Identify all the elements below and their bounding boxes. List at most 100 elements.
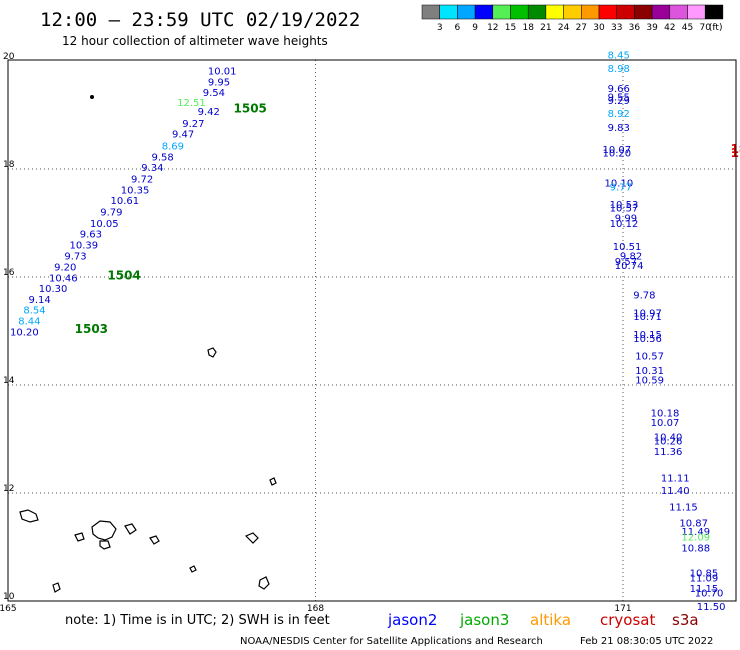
- legend-label: 42: [664, 23, 675, 33]
- wave-height-value: 10.26: [654, 436, 683, 447]
- wave-height-value: 9.83: [608, 123, 630, 134]
- wave-height-value: 9.42: [198, 107, 220, 118]
- pass-labels: 1505150415031938193619371937193619361935…: [75, 101, 740, 336]
- island-4: [99, 540, 111, 550]
- pass-number-label: 1505: [234, 101, 267, 115]
- wave-height-value: 9.79: [100, 207, 122, 218]
- lat-tick-label: 18: [3, 160, 15, 170]
- legend-label: 12: [487, 23, 498, 33]
- wave-height-value: 10.12: [610, 219, 639, 230]
- credit-text: NOAA/NESDIS Center for Satellite Applica…: [240, 636, 543, 647]
- lat-tick-label: 12: [3, 484, 14, 494]
- pass-number-label: 1503: [75, 322, 108, 336]
- wave-height-legend: 3 6 9 12 15 18 21 24 27 30 33 36 39 42 45 70(ft): [421, 4, 724, 33]
- legend-label: 18: [522, 23, 534, 33]
- wave-height-value: 10.35: [121, 185, 150, 196]
- wave-height-value: 11.09: [690, 574, 719, 585]
- wave-height-value: 10.40: [654, 433, 683, 444]
- legend-swatch: [439, 4, 458, 20]
- timestamp-text: Feb 21 08:30:05 UTC 2022: [580, 636, 713, 647]
- legend-label: 6: [455, 23, 461, 33]
- wave-height-value: 11.36: [654, 447, 683, 458]
- wave-height-value: 10.01: [208, 67, 237, 78]
- map-background: [8, 60, 736, 601]
- wave-height-value: 10.61: [111, 196, 140, 207]
- footer-note: note: 1) Time is in UTC; 2) SWH is in fe…: [65, 613, 330, 628]
- wave-height-value: 10.87: [679, 518, 708, 529]
- graticule: 165168171174177201816141210: [0, 52, 736, 614]
- legend-swatch: [687, 4, 706, 20]
- wave-height-value: 9.77: [610, 183, 632, 194]
- wave-height-value: 10.88: [681, 543, 710, 554]
- wave-height-value: 10.85: [690, 569, 719, 580]
- legend-swatch: [598, 4, 617, 20]
- wave-height-value: 10.53: [610, 200, 639, 211]
- satellite-name-jason2: jason2: [387, 611, 437, 629]
- legend-swatch: [651, 4, 671, 20]
- lon-tick-label: 165: [0, 604, 17, 614]
- wave-height-value: 10.07: [651, 418, 680, 429]
- island-2: [91, 520, 117, 541]
- wave-height-value: 8.54: [23, 306, 45, 317]
- satellite-name-s3a: s3a: [672, 611, 699, 629]
- pass-number-label: 1504: [107, 269, 140, 283]
- wave-height-value: 10.05: [90, 219, 119, 230]
- wave-height-value: 8.92: [608, 109, 630, 120]
- island-6: [149, 535, 160, 545]
- satellite-name-altika: altika: [530, 611, 571, 629]
- wave-height-value: 10.57: [635, 352, 664, 363]
- wave-height-value: 10.59: [635, 375, 664, 386]
- wave-height-value: 11.11: [661, 474, 690, 485]
- island-12: [189, 565, 197, 573]
- legend-swatch: [545, 4, 564, 20]
- wave-height-value: 9.58: [152, 152, 174, 163]
- legend-label: 33: [611, 23, 622, 33]
- lat-tick-label: 16: [3, 268, 15, 278]
- pass-number-label: 1936: [731, 146, 740, 160]
- wave-height-value: 11.40: [661, 486, 690, 497]
- wave-height-value: 9.27: [182, 119, 204, 130]
- legend-label: 39: [646, 23, 658, 33]
- legend-label: 24: [558, 23, 570, 33]
- legend-label: 3: [437, 23, 443, 33]
- island-1: [19, 509, 39, 523]
- wave-height-value: 10.20: [10, 327, 39, 338]
- island-8: [269, 477, 277, 486]
- map-title: 12:00 – 23:59 UTC 02/19/2022: [40, 9, 360, 31]
- legend-label: 30: [593, 23, 605, 33]
- island-7: [207, 347, 217, 358]
- legend-swatch: [634, 4, 653, 20]
- legend-swatch: [563, 4, 582, 20]
- island-9: [244, 532, 259, 544]
- wave-height-value: 11.15: [669, 502, 698, 513]
- wave-height-value: 8.98: [608, 64, 630, 75]
- island-13: [90, 95, 94, 99]
- island-3: [74, 532, 85, 542]
- legend-label: 70: [699, 23, 711, 33]
- map-area: 165168171174177201816141210 10.019.959.5…: [0, 50, 740, 614]
- lon-tick-label: 171: [614, 604, 631, 614]
- wave-height-value: 9.95: [208, 77, 230, 88]
- map-border: [7, 59, 737, 602]
- pass-number-label: 1938: [731, 142, 740, 156]
- lat-tick-label: 14: [3, 376, 15, 386]
- legend-swatch: [421, 4, 440, 20]
- legend-swatch: [616, 4, 635, 20]
- wave-height-value: 10.46: [49, 273, 78, 284]
- wave-height-value: 9.99: [615, 213, 637, 224]
- legend-swatch: [581, 4, 600, 20]
- wave-height-value: 11.15: [690, 584, 719, 595]
- island-5: [124, 523, 137, 535]
- wave-height-value: 9.73: [64, 252, 86, 263]
- wave-height-value: 11.49: [681, 527, 710, 538]
- island-outlines: [19, 95, 277, 593]
- legend-unit: (ft): [709, 23, 723, 33]
- wave-height-value: 12.09: [681, 533, 710, 544]
- lat-tick-label: 10: [3, 592, 15, 602]
- wave-height-value: 9.14: [29, 295, 51, 306]
- legend-swatch: [510, 4, 529, 20]
- wave-height-value: 9.20: [54, 263, 76, 274]
- wave-height-value: 11.50: [697, 602, 726, 613]
- wave-height-value: 10.20: [603, 149, 632, 160]
